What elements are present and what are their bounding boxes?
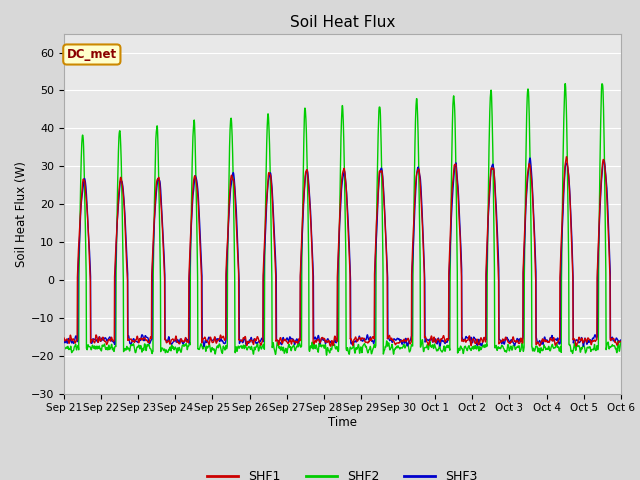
Line: SHF2: SHF2: [64, 84, 621, 355]
SHF3: [371, 273, 379, 279]
SHF3: [526, 155, 534, 161]
SHF2: [504, 342, 512, 348]
Line: SHF1: SHF1: [64, 157, 621, 346]
Legend: SHF1, SHF2, SHF3: SHF1, SHF2, SHF3: [202, 465, 483, 480]
SHF2: [359, 344, 367, 350]
SHF2: [371, 344, 379, 349]
Y-axis label: Soil Heat Flux (W): Soil Heat Flux (W): [15, 161, 28, 266]
SHF1: [371, 265, 379, 271]
SHF1: [327, 343, 335, 349]
SHF3: [568, 242, 576, 248]
SHF1: [584, 336, 591, 342]
Line: SHF3: SHF3: [64, 158, 621, 347]
SHF2: [568, 349, 576, 355]
SHF2: [584, 345, 591, 350]
Title: Soil Heat Flux: Soil Heat Flux: [290, 15, 395, 30]
SHF3: [200, 344, 208, 349]
SHF1: [563, 154, 570, 160]
X-axis label: Time: Time: [328, 416, 357, 429]
SHF3: [216, 338, 223, 344]
SHF1: [216, 336, 223, 342]
SHF3: [359, 338, 367, 344]
Text: DC_met: DC_met: [67, 48, 117, 61]
SHF3: [504, 336, 512, 342]
SHF2: [60, 347, 68, 352]
SHF2: [216, 341, 223, 347]
SHF1: [568, 253, 576, 259]
SHF1: [60, 335, 68, 341]
SHF2: [561, 81, 569, 86]
SHF1: [359, 335, 367, 341]
SHF3: [60, 336, 68, 342]
SHF2: [617, 339, 625, 345]
SHF3: [617, 337, 625, 343]
SHF2: [323, 352, 330, 358]
SHF1: [504, 340, 512, 346]
SHF1: [617, 339, 625, 345]
SHF3: [584, 339, 591, 345]
